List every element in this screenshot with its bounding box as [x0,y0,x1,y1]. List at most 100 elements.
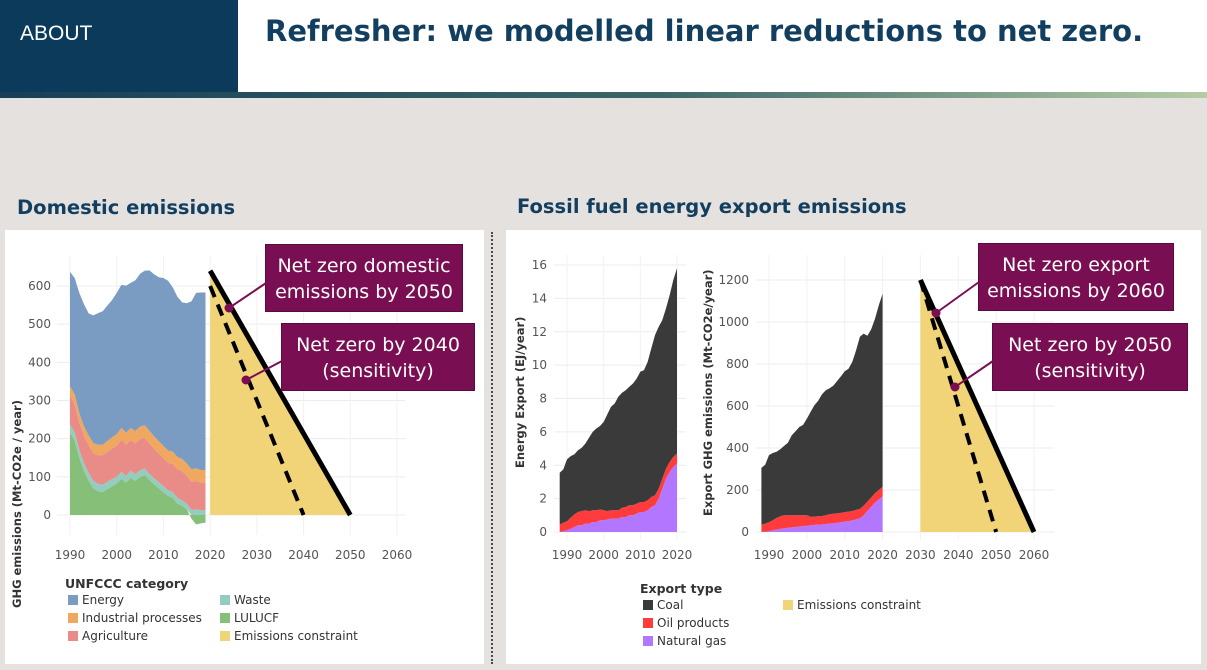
callout-export-2060: Net zero export emissions by 2060 [978,243,1174,311]
domestic-area-waste [70,424,206,515]
export-ghg-y-tick-label: 1200 [718,273,749,287]
callout-export-2050-text: Net zero by 2050 (sensitivity) [1008,334,1172,382]
export-ghg-y-tick-label: 200 [726,483,749,497]
export-ghg-x-tick-label: 1990 [754,548,785,562]
energy-export-x-tick-label: 1990 [552,548,583,562]
domestic-legend-label-lulucf: LULUCF [234,611,279,625]
energy-export-x-tick-label: 2020 [662,548,693,562]
export-emissions-chart: 0 2 4 6 8 10 12 14 16 1990 2000 2010 2020 0 200 400 60… [513,255,1054,648]
energy-export-y-tick-label: 6 [539,425,547,439]
energy-export-y-tick-label: 8 [539,392,547,406]
energy-export-y-tick-label: 10 [532,358,547,372]
export-ghg-line-net-zero-by-2050-sensitivity [918,279,999,533]
energy-export-y-tick-label: 12 [532,325,547,339]
energy-export-x-tick-label: 2010 [625,548,656,562]
energy-export-y-tick-label: 4 [539,458,547,472]
callout-domestic-2040: Net zero by 2040 (sensitivity) [281,323,475,391]
domestic-y-tick-label: 300 [28,394,51,408]
export-ghg-area-oil-products [761,486,883,532]
domestic-y-tick-label: 500 [28,317,51,331]
export-legend-swatch-natural-gas [643,636,653,646]
export-legend-label-natural-gas: Natural gas [657,634,726,648]
energy-export-y-tick-label: 0 [539,525,547,539]
domestic-area-agriculture [70,395,206,510]
domestic-y-tick-label: 0 [43,508,51,522]
domestic-line-net-zero-by-2040-sensitivity [208,285,306,516]
domestic-y-tick-label: 400 [28,355,51,369]
export-chart-panel: 0 2 4 6 8 10 12 14 16 1990 2000 2010 2020 0 200 400 60… [506,230,1201,664]
domestic-x-tick-label: 1990 [55,548,86,562]
domestic-legend-swatch-waste [220,595,230,605]
export-ghg-y-tick-label: 800 [726,357,749,371]
energy-export-y-tick-label: 16 [532,258,547,272]
export-ghg-y-tick-label: 400 [726,441,749,455]
export-legend-swatch-emissions-constraint [783,600,793,610]
callout-export-2060-text: Net zero export emissions by 2060 [987,254,1165,302]
domestic-legend-swatch-energy [68,595,78,605]
energy-export-y-tick-label: 2 [539,492,547,506]
panel-divider [491,232,493,664]
domestic-x-tick-label: 2050 [335,548,366,562]
domestic-legend-swatch-industrial-processes [68,613,78,623]
domestic-area-energy [70,270,206,470]
callout-domestic-2050-text: Net zero domestic emissions by 2050 [275,255,453,303]
export-ghg-x-tick-label: 2060 [1019,548,1050,562]
callout-export-2050: Net zero by 2050 (sensitivity) [992,323,1188,391]
export-ghg-area-emissions-constraint [920,280,1034,532]
domestic-area-emissions-constraint [210,270,407,515]
export-ghg-x-tick-label: 2010 [829,548,860,562]
domestic-y-tick-label: 200 [28,432,51,446]
export-section-title: Fossil fuel energy export emissions [517,195,907,218]
export-ghg-x-tick-label: 2030 [905,548,936,562]
domestic-legend-swatch-emissions-constraint [220,631,230,641]
domestic-x-tick-label: 2060 [382,548,413,562]
domestic-x-tick-label: 2010 [148,548,179,562]
domestic-x-tick-label: 2020 [195,548,226,562]
energy-export-y-tick-label: 14 [532,291,547,305]
export-ghg-x-tick-label: 2040 [943,548,974,562]
domestic-legend-label-waste: Waste [234,593,271,607]
domestic-area-industrial-processes [70,386,206,483]
domestic-legend-label-agriculture: Agriculture [82,629,148,643]
domestic-y-tick-label: 600 [28,279,51,293]
energy-export-area-natural-gas [559,463,677,532]
energy-export-x-tick-label: 2000 [588,548,619,562]
energy-export-area-oil-products [559,453,677,532]
export-ghg-line-net-zero-export-emissions-by-2060 [918,278,1037,534]
export-ghg-y-axis-label: Export GHG emissions (Mt-CO2e/year) [701,269,715,516]
export-legend-swatch-oil-products [643,618,653,628]
export-legend-label-coal: Coal [657,598,683,612]
domestic-y-tick-label: 100 [28,470,51,484]
callout-domestic-2040-text: Net zero by 2040 (sensitivity) [296,334,460,382]
export-legend-label-oil-products: Oil products [657,616,729,630]
export-ghg-y-tick-label: 600 [726,399,749,413]
export-ghg-y-tick-label: 1000 [718,315,749,329]
export-legend-label-emissions-constraint: Emissions constraint [797,598,921,612]
domestic-legend-swatch-lulucf [220,613,230,623]
domestic-legend-swatch-agriculture [68,631,78,641]
export-legend-swatch-coal [643,600,653,610]
section-tag: ABOUT [0,0,238,93]
domestic-section-title: Domestic emissions [17,196,236,219]
domestic-x-tick-label: 2030 [242,548,273,562]
callout-domestic-2050: Net zero domestic emissions by 2050 [265,244,463,312]
title-bar: Refresher: we modelled linear reductions… [238,0,1207,93]
domestic-x-tick-label: 2000 [101,548,132,562]
page-title: Refresher: we modelled linear reductions… [265,14,1144,48]
domestic-y-axis-label: GHG emissions (Mt-CO2e / year) [10,400,24,608]
domestic-legend-label-emissions-constraint: Emissions constraint [234,629,358,643]
domestic-legend-label-energy: Energy [82,593,124,607]
export-legend-title: Export type [640,581,722,596]
energy-export-area-coal [559,268,677,525]
domestic-x-tick-label: 2040 [288,548,319,562]
export-ghg-x-tick-label: 2050 [981,548,1012,562]
export-ghg-y-tick-label: 0 [741,525,749,539]
header-rule [0,92,1207,98]
export-ghg-x-tick-label: 2000 [792,548,823,562]
domestic-area-lulucf [70,432,206,525]
export-ghg-area-natural-gas [761,496,883,532]
domestic-legend-title: UNFCCC category [65,576,188,591]
export-ghg-area-coal [761,293,883,525]
export-ghg-x-tick-label: 2020 [867,548,898,562]
domestic-legend-label-industrial-processes: Industrial processes [82,611,202,625]
